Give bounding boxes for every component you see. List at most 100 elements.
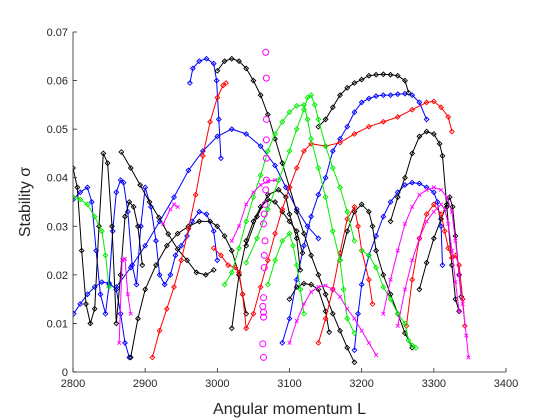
data-point [430, 201, 437, 208]
series-line [120, 151, 214, 276]
data-point [272, 257, 279, 264]
data-point [373, 93, 380, 100]
series-6 [73, 150, 146, 327]
data-point [113, 320, 120, 327]
data-point [260, 294, 268, 302]
data-point [394, 194, 401, 201]
x-tick-label: 3400 [494, 378, 518, 390]
y-tick-label: 0.05 [47, 124, 68, 136]
data-point [257, 143, 264, 150]
data-point [262, 186, 270, 194]
data-point [308, 140, 315, 147]
data-point [257, 284, 264, 290]
data-point [301, 301, 307, 307]
data-point [300, 310, 307, 317]
data-point [258, 182, 263, 188]
data-point [448, 128, 455, 135]
data-point [196, 208, 203, 215]
data-point [287, 340, 292, 345]
data-point [369, 301, 376, 307]
data-point [431, 185, 436, 190]
y-tick-label: 0.04 [47, 173, 68, 185]
data-point [387, 199, 394, 205]
data-point [135, 315, 141, 322]
data-point [423, 259, 430, 266]
series-line [231, 199, 303, 329]
data-point [387, 296, 394, 303]
data-point [409, 92, 416, 99]
data-point [315, 165, 322, 171]
data-point [417, 236, 422, 241]
data-point [214, 257, 221, 264]
data-point [304, 94, 311, 101]
data-point [184, 257, 190, 264]
plot-area [73, 48, 471, 366]
data-point [225, 262, 232, 269]
data-point [210, 60, 217, 67]
data-point [293, 165, 300, 171]
data-point [351, 80, 358, 86]
data-point [300, 148, 307, 154]
data-point [326, 329, 333, 336]
data-point [329, 228, 336, 235]
data-point [257, 92, 264, 99]
data-point [272, 199, 279, 205]
data-point [221, 233, 228, 239]
data-point [73, 196, 76, 203]
data-point [178, 257, 185, 264]
data-point [243, 325, 250, 332]
data-point [431, 209, 436, 214]
data-point [293, 228, 300, 235]
data-point [91, 305, 98, 312]
data-point [412, 344, 419, 351]
data-point [351, 208, 358, 215]
data-point [453, 238, 458, 243]
data-point [402, 182, 408, 188]
series-27 [161, 202, 180, 226]
data-point [100, 150, 107, 157]
data-point [250, 310, 257, 317]
data-point [236, 58, 242, 65]
data-point [264, 206, 271, 213]
data-point [293, 208, 300, 215]
data-point [424, 187, 429, 192]
data-point [380, 213, 387, 220]
data-point [264, 148, 271, 154]
data-point [436, 140, 443, 147]
data-point [229, 238, 234, 243]
data-point [254, 213, 260, 220]
data-point [351, 359, 358, 366]
data-point [309, 289, 314, 294]
data-point [128, 311, 133, 316]
data-point [117, 271, 124, 278]
series-line [73, 196, 110, 288]
data-point [365, 276, 372, 283]
axes-layer: 2800 2900 3000 3100 3200 3300 3400 0 0.01 0.02 0.0… [47, 27, 519, 390]
data-point [365, 72, 372, 79]
data-point [113, 189, 120, 196]
data-point [329, 104, 336, 111]
data-point [456, 272, 462, 277]
data-point [355, 310, 361, 317]
data-point [337, 184, 343, 191]
series-7 [118, 149, 217, 278]
data-point [171, 284, 177, 290]
scatter-series [259, 48, 270, 361]
data-point [316, 284, 321, 290]
series-line [339, 203, 413, 348]
data-point [443, 203, 450, 210]
data-point [300, 280, 307, 287]
data-point [102, 252, 109, 259]
data-point [344, 315, 351, 322]
data-point [380, 284, 387, 290]
data-point [394, 72, 401, 79]
data-point [102, 310, 109, 317]
data-point [175, 204, 180, 209]
data-point [96, 223, 102, 230]
data-point [218, 252, 224, 259]
data-point [117, 177, 124, 184]
series-line [318, 73, 410, 128]
data-point [171, 194, 177, 201]
data-point [272, 178, 278, 183]
